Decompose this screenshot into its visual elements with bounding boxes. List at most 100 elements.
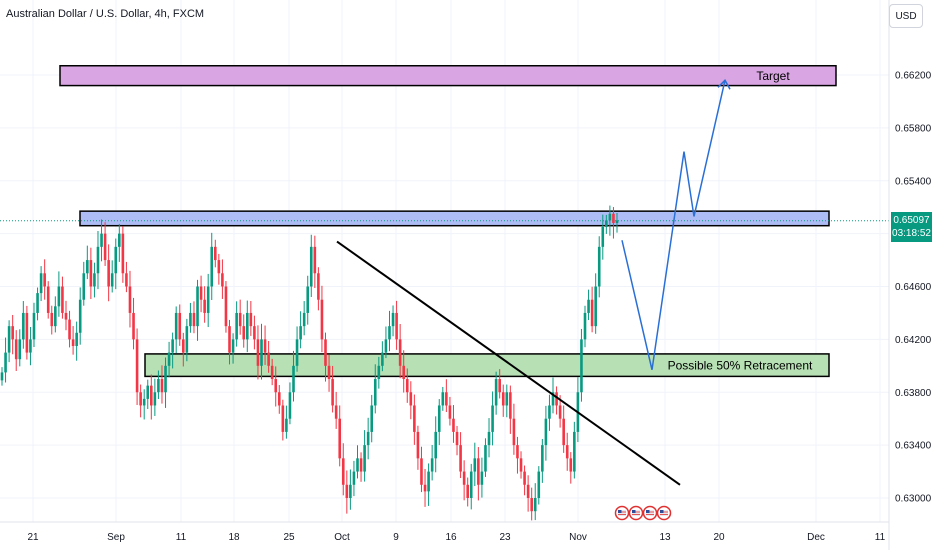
candle-body [533,498,537,512]
symbol-title: Australian Dollar / U.S. Dollar, 4h, FXC… [6,8,205,20]
candle-body [46,286,50,313]
candle-body [210,246,214,287]
candle-body [139,392,142,406]
candle-body [82,273,86,300]
candle-body [583,312,587,340]
candle-body [416,431,420,459]
candle-body [512,418,516,446]
candle-body [86,260,89,274]
candle-body [494,379,498,406]
support-zone-label: Possible 50% Retracement [668,359,813,373]
candle-body [363,445,366,472]
candle-body [213,246,217,261]
candle-body [423,484,427,492]
candle-body [405,379,409,393]
last-price-value: 0.65097 [893,215,930,226]
candle-body [473,458,477,472]
event-icon-flag [646,510,654,516]
candle-body [391,312,395,327]
candle-body [302,312,306,327]
candle-body [132,312,135,340]
time-axis[interactable]: 21 Sep 11 18 25 Oct 9 16 23 Nov 13 20 Dec 11 [27,532,885,543]
descending-trendline [336,240,681,486]
time-tick-label: 11 [875,532,886,543]
candle-body [171,339,174,353]
candle-body [601,227,605,247]
target-zone-label: Target [756,69,790,83]
candle-body [249,312,253,327]
candle-body [231,339,235,353]
candle-body [395,312,398,340]
candle-body [612,213,615,224]
candle-body [313,246,317,274]
candle-body [309,246,313,287]
candle-body [359,458,363,472]
price-tick-label: 0.63000 [895,494,932,505]
candle-body [548,405,551,419]
candle-body [142,398,146,406]
event-icon-flag [660,510,668,516]
candle-body [61,286,64,313]
candle-body [64,312,68,320]
candle-body [96,246,100,274]
candle-body [57,286,61,307]
candle-body [221,273,224,287]
candle-body [68,319,71,340]
candle-body [338,418,342,459]
us-flag-event-icon[interactable] [656,505,672,521]
candle-body [121,233,125,274]
candle-body [509,392,512,419]
candle-body [334,405,338,419]
event-icon-canton [646,510,650,513]
candle-body [288,392,292,419]
candle-body [377,365,381,380]
candle-body [285,418,288,432]
candle-body [299,326,302,340]
candle-body [516,445,519,459]
candle-body [146,385,150,399]
resistance-zone [79,210,830,227]
candle-body [217,260,221,274]
candle-body [256,339,260,366]
candle-body [590,299,594,327]
candle-body [434,431,437,459]
candle-body [43,273,46,287]
candle-body [558,405,562,419]
candle-body [441,392,445,406]
events-layer[interactable] [614,505,672,521]
candle-body [277,392,281,406]
candle-body [413,405,416,432]
candle-body [573,431,576,472]
us-flag-event-icon[interactable] [642,505,658,521]
candle-body [381,352,384,366]
candle-body [199,286,203,300]
candle-body [345,484,349,498]
candle-body [267,352,270,366]
candle-body [594,286,597,327]
us-flag-event-icon[interactable] [628,505,644,521]
candle-body [203,299,206,313]
event-icon-canton [660,510,664,513]
candle-body [477,458,480,485]
candle-body [242,326,246,340]
candle-body [224,286,228,327]
time-tick-label: Nov [569,532,587,543]
time-tick-label: 21 [27,532,39,543]
candle-body [366,431,370,446]
candle-body [189,312,192,327]
candle-body [452,418,455,432]
us-flag-event-icon[interactable] [614,505,630,521]
candle-body [587,299,590,313]
currency-button[interactable]: USD [889,4,923,28]
candle-body [320,299,324,340]
candle-body [125,273,128,287]
candle-body [484,445,487,472]
candle-body [206,286,210,313]
annotations-layer [336,79,731,486]
candle-body [551,392,555,406]
projection-path [621,80,726,370]
candle-body [526,484,530,498]
price-tick-label: 0.64600 [895,282,932,293]
candle-body [245,312,249,340]
